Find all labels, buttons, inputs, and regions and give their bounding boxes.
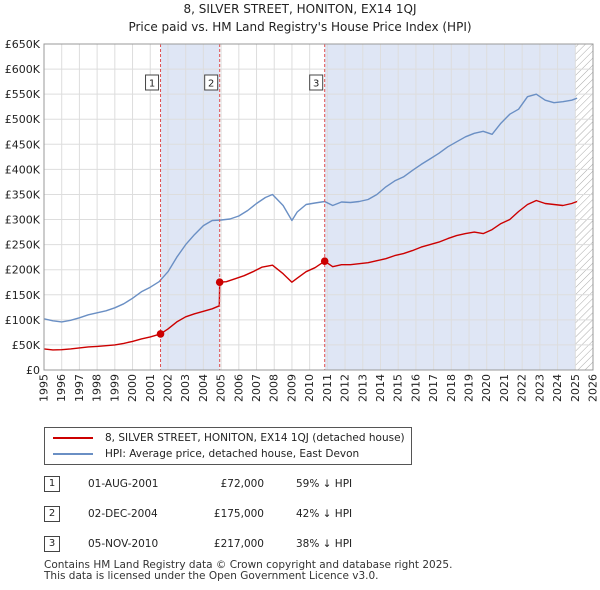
y-tick-label: £550K <box>5 88 41 101</box>
x-tick-label: 2012 <box>339 374 352 402</box>
legend-label-property: 8, SILVER STREET, HONITON, EX14 1QJ (det… <box>105 432 405 444</box>
sale-hpi-diff: 59% ↓ HPI <box>296 478 353 490</box>
sale-number-badge: 2 <box>44 506 60 522</box>
x-tick-label: 2002 <box>161 374 174 402</box>
x-tick-label: 2001 <box>144 374 157 402</box>
x-tick-label: 2010 <box>303 374 316 402</box>
y-tick-label: £0 <box>26 364 40 377</box>
y-tick-label: £600K <box>5 63 41 76</box>
sale-point <box>215 278 224 287</box>
price-chart: 8, SILVER STREET, HONITON, EX14 1QJ Pric… <box>5 2 600 402</box>
shaded-span <box>324 44 576 370</box>
sale-point <box>320 257 329 265</box>
x-tick-label: 2021 <box>498 374 511 402</box>
x-tick-label: 2018 <box>445 374 458 402</box>
sale-date: 05-NOV-2010 <box>88 538 159 550</box>
footer-line-2: This data is licensed under the Open Gov… <box>44 570 379 582</box>
x-tick-label: 1998 <box>91 374 104 402</box>
x-tick-label: 2019 <box>463 374 476 402</box>
sale-number-label: 2 <box>208 79 214 90</box>
shaded-span <box>160 44 220 370</box>
legend-label-hpi: HPI: Average price, detached house, East… <box>105 448 360 460</box>
x-tick-label: 2025 <box>569 374 582 402</box>
sale-hpi-diff: 38% ↓ HPI <box>296 538 353 550</box>
plot-frame <box>43 43 594 371</box>
sale-date: 01-AUG-2001 <box>88 478 159 490</box>
sale-number-box <box>204 74 219 91</box>
y-tick-label: £350K <box>5 188 41 201</box>
sale-number-box <box>145 74 160 91</box>
y-tick-label: £300K <box>5 214 41 227</box>
chart-subtitle: Price paid vs. HM Land Registry's House … <box>128 20 471 34</box>
legend-item-hpi: HPI: Average price, detached house, East… <box>53 446 359 462</box>
x-tick-label: 2024 <box>551 374 564 402</box>
x-tick-label: 2020 <box>480 374 493 402</box>
legend-item-property: 8, SILVER STREET, HONITON, EX14 1QJ (det… <box>53 430 405 446</box>
x-tick-label: 2013 <box>356 374 369 402</box>
sale-price: £175,000 <box>213 508 264 520</box>
y-tick-label: £200K <box>5 264 41 277</box>
x-tick-label: 2017 <box>427 374 440 402</box>
x-tick-label: 2008 <box>268 374 281 402</box>
sale-date: 02-DEC-2004 <box>88 508 158 520</box>
x-tick-label: 2003 <box>179 374 192 402</box>
x-tick-label: 2014 <box>374 374 387 402</box>
sale-number-box <box>309 74 324 91</box>
y-tick-label: £500K <box>5 113 41 126</box>
x-tick-label: 2009 <box>285 374 298 402</box>
chart-title: 8, SILVER STREET, HONITON, EX14 1QJ <box>183 2 416 16</box>
sale-hpi-diff: 42% ↓ HPI <box>296 508 353 520</box>
y-tick-label: £100K <box>5 314 41 327</box>
x-tick-label: 2016 <box>409 374 422 402</box>
sale-number-badge: 1 <box>44 476 60 492</box>
y-tick-label: £50K <box>12 339 41 352</box>
x-tick-label: 2005 <box>215 374 228 402</box>
hpi-line <box>43 93 578 323</box>
y-tick-label: £450K <box>5 138 41 151</box>
x-tick-label: 2004 <box>197 374 210 402</box>
legend-swatch-property <box>53 437 93 439</box>
x-tick-label: 2000 <box>126 374 139 402</box>
x-tick-label: 1999 <box>108 374 121 402</box>
footer-line-1: Contains HM Land Registry data © Crown c… <box>44 559 453 571</box>
sale-point <box>156 330 165 338</box>
x-tick-label: 2011 <box>321 374 334 402</box>
x-tick-label: 2006 <box>232 374 245 402</box>
x-tick-label: 1997 <box>73 374 86 402</box>
x-tick-label: 1996 <box>55 374 68 402</box>
footer-note: Contains HM Land Registry data © Crown c… <box>44 560 452 582</box>
forecast-hatch <box>575 44 593 370</box>
y-tick-label: £650K <box>5 38 41 51</box>
y-tick-label: £150K <box>5 289 41 302</box>
legend: 8, SILVER STREET, HONITON, EX14 1QJ (det… <box>44 427 412 465</box>
x-tick-label: 2026 <box>587 374 600 402</box>
x-tick-label: 2015 <box>392 374 405 402</box>
sale-number-label: 1 <box>149 79 155 90</box>
property-price-line <box>43 199 578 351</box>
sale-number-badge: 3 <box>44 536 60 552</box>
x-tick-label: 2022 <box>516 374 529 402</box>
y-tick-label: £250K <box>5 239 41 252</box>
sale-price: £72,000 <box>220 478 264 490</box>
legend-swatch-hpi <box>53 453 93 455</box>
x-tick-label: 2007 <box>250 374 263 402</box>
x-tick-label: 2023 <box>533 374 546 402</box>
x-tick-label: 1995 <box>38 374 51 402</box>
y-tick-label: £400K <box>5 163 41 176</box>
sale-number-label: 3 <box>313 79 319 90</box>
sale-price: £217,000 <box>213 538 264 550</box>
